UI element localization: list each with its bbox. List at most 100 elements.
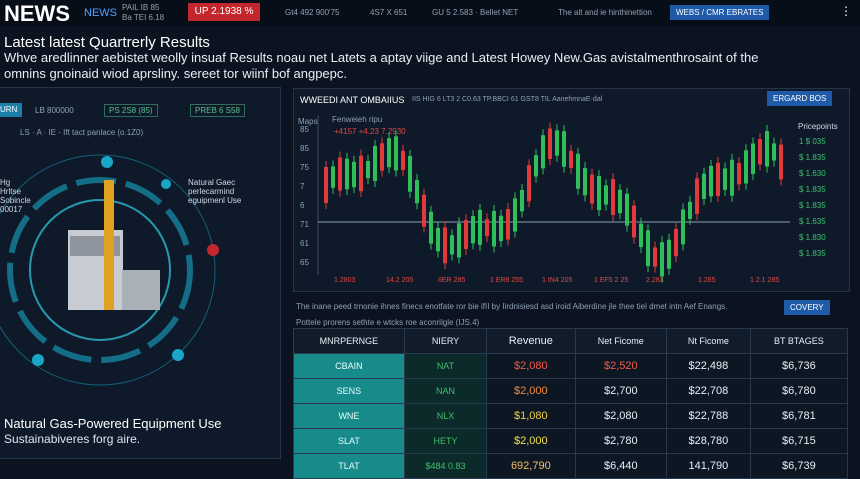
- column-header: Net Ficome: [574, 328, 668, 354]
- y-label: 85: [300, 144, 309, 153]
- candle-body: [590, 174, 594, 204]
- logo[interactable]: NEWS: [4, 1, 70, 26]
- summary: omnins gnoinaid wiod aprsliny. sereet to…: [4, 66, 348, 81]
- x-label: 1.285: [698, 277, 716, 284]
- table-cell: $2,000: [486, 378, 576, 404]
- candle-body: [695, 178, 699, 214]
- chart-title: WWEEDI ANT OMBAIIUS: [300, 95, 405, 105]
- candle-body: [555, 130, 559, 156]
- note-button[interactable]: COVERY: [784, 300, 830, 315]
- table-cell: $22,708: [666, 378, 751, 404]
- candle-body: [429, 211, 433, 244]
- candle-body: [772, 143, 776, 161]
- column-header: NIERY: [403, 328, 488, 354]
- candle-body: [730, 159, 734, 196]
- candle-body: [548, 128, 552, 160]
- table-cell: SLAT: [293, 428, 405, 454]
- table-cell: WNE: [293, 403, 405, 429]
- chart-panel: [293, 88, 850, 292]
- candle-body: [751, 143, 755, 174]
- nav[interactable]: NEWS: [84, 7, 117, 19]
- x-label: 2.283: [646, 277, 664, 284]
- table-cell: $6,715: [749, 428, 849, 454]
- candle-body: [646, 230, 650, 267]
- x-label: IIER 285: [438, 277, 465, 284]
- ticker: Ba TEI 6.18: [122, 13, 165, 22]
- y-label: 85: [300, 125, 309, 134]
- table-cell: TLAT: [293, 453, 405, 479]
- header-button[interactable]: WEBS / CMR EBRATES: [670, 5, 770, 20]
- candle-body: [464, 220, 468, 249]
- headline: Latest latest Quartrerly Results: [4, 34, 210, 51]
- candle-body: [716, 162, 720, 197]
- alert[interactable]: UP 2.1938 %: [188, 3, 260, 21]
- summary: Whve aredlinner aebistet weolly insuaf R…: [4, 50, 759, 65]
- chart-note: The inane peed trnonie ihnes finecs enot…: [296, 302, 728, 311]
- candle-body: [583, 168, 587, 196]
- table-cell: $2,000: [486, 428, 576, 454]
- chart-button[interactable]: ERGARD BOS: [767, 91, 833, 106]
- candle-body: [366, 161, 370, 179]
- callout: Hg Hrltse Sobincle 00017: [0, 178, 31, 214]
- side-label: $ 1.830: [799, 233, 826, 242]
- tab[interactable]: LB 800000: [35, 106, 74, 115]
- table-cell: $6,781: [749, 403, 849, 429]
- table-cell: $6,739: [749, 453, 849, 479]
- table-cell: $484 0.83: [403, 453, 488, 479]
- candle-body: [744, 150, 748, 184]
- candle-body: [576, 153, 580, 189]
- ticker: The alt and ie hinthinettion: [558, 8, 652, 17]
- table-cell: NLX: [403, 403, 488, 429]
- candle-body: [499, 215, 503, 242]
- table-cell: CBAIN: [293, 353, 405, 379]
- ticker: 4S7 X 651: [370, 8, 408, 17]
- table-row: SENS NAN $2,000 $2,700 $22,708 $6,780: [293, 378, 849, 404]
- candle-body: [702, 173, 706, 199]
- tab[interactable]: URN: [0, 103, 22, 117]
- chart-info: IIS HIG 6 LT3 2 C0.63 TP.BBCI 61 GST8 TI…: [412, 96, 603, 103]
- x-label: 14.2 205: [386, 277, 413, 284]
- tab[interactable]: PREB 6 S58: [190, 104, 245, 117]
- table-cell: $2,520: [574, 353, 668, 379]
- candlestick-chart: 85 85 75 7 6 71 61 65 1.2803 14.2 205 IIER 285 1 ER…: [300, 115, 826, 284]
- menu-icon[interactable]: ⋮: [840, 4, 852, 18]
- candle-body: [485, 219, 489, 237]
- table-cell: NAT: [403, 353, 488, 379]
- table-cell: $6,736: [749, 353, 849, 379]
- candle-body: [660, 242, 664, 277]
- candle-body: [737, 163, 741, 185]
- column-header: MNRPERNGE: [293, 328, 405, 354]
- candle-body: [653, 247, 657, 267]
- y-label: 75: [300, 163, 309, 172]
- table-cell: SENS: [293, 378, 405, 404]
- side-label: $ 1.635: [799, 217, 826, 226]
- table-row: CBAIN NAT $2,080 $2,520 $22,498 $6,736: [293, 353, 849, 379]
- results-table: MNRPERNGE NIERY Revenue Net Ficome Nt Ficome…: [293, 328, 849, 479]
- caption: Natural Gas-Powered Equipment Use: [4, 416, 222, 431]
- illustration: [0, 154, 219, 386]
- callout: Natural Gaec perlecarmind eguipmenl Use: [188, 178, 242, 205]
- candle-body: [520, 189, 524, 212]
- side-title: Pricepoints: [798, 122, 838, 131]
- table-cell: $1,080: [486, 403, 576, 429]
- column-header: Nt Ficome: [666, 328, 751, 354]
- candle-body: [625, 193, 629, 226]
- candle-body: [667, 239, 671, 269]
- candle-body: [709, 165, 713, 197]
- candle-body: [541, 135, 545, 169]
- table-cell: $22,788: [666, 403, 751, 429]
- candle-body: [436, 227, 440, 252]
- table-cell: 141,790: [666, 453, 751, 479]
- candle-body: [597, 176, 601, 211]
- candle-body: [415, 179, 419, 204]
- tab[interactable]: PS 2S8 (85): [104, 104, 158, 117]
- candle-body: [681, 209, 685, 245]
- side-label: $ 1.835: [799, 249, 826, 258]
- panel-info: LS · A · IE · Ift tact panlace (o.1Z0): [20, 128, 144, 137]
- axis-title: Maps: [298, 117, 318, 126]
- ticker: GU 5 2.583 · Bellet NET: [432, 8, 519, 17]
- side-label: $ 1.835: [799, 201, 826, 210]
- candle-body: [611, 179, 615, 215]
- ticker: Gt4 492 900'75: [285, 8, 340, 17]
